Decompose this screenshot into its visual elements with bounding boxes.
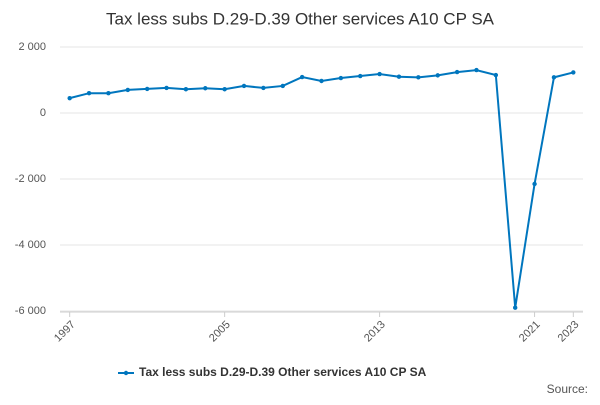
data-point: [299, 74, 305, 80]
data-point: [222, 87, 227, 92]
x-tick-label: 2021: [517, 319, 543, 345]
data-point: [396, 74, 402, 79]
data-point: [144, 86, 150, 92]
data-point: [493, 72, 499, 78]
x-tick-label: 2013: [362, 319, 388, 345]
data-point: [67, 95, 72, 101]
y-tick-label: 0: [40, 107, 46, 119]
data-point: [261, 85, 266, 91]
y-tick-label: -6 000: [15, 305, 46, 317]
data-point: [513, 305, 518, 310]
data-point: [416, 75, 421, 80]
source: Source:: [547, 382, 588, 396]
data-point: [125, 87, 130, 93]
chart-title: Tax less subs D.29-D.39 Other services A…: [106, 9, 495, 28]
data-point: [474, 67, 479, 73]
data-point: [338, 75, 344, 81]
y-tick-label: 2 000: [18, 41, 46, 53]
data-point: [435, 73, 440, 78]
x-tick-label: 2023: [556, 319, 582, 345]
legend-label: Tax less subs D.29-D.39 Other services A…: [139, 365, 427, 379]
data-point: [183, 87, 189, 92]
data-point: [319, 78, 324, 84]
x-tick-label: 1997: [52, 319, 78, 345]
data-point: [164, 85, 169, 91]
data-point: [358, 73, 363, 79]
data-line: [69, 69, 574, 308]
data-point: [532, 181, 537, 187]
y-tick-label: -4 000: [15, 239, 46, 251]
data-point: [280, 83, 285, 89]
data-point: [377, 71, 382, 77]
data-point: [454, 69, 460, 75]
data-point: [86, 91, 92, 96]
legend-swatch-dot: [123, 370, 129, 376]
data-point: [551, 75, 557, 80]
x-tick-label: 2005: [207, 319, 233, 345]
data-point: [106, 91, 111, 96]
data-point: [241, 83, 247, 89]
data-point: [571, 70, 576, 75]
y-tick-label: -2 000: [15, 173, 46, 185]
data-point: [203, 86, 208, 91]
